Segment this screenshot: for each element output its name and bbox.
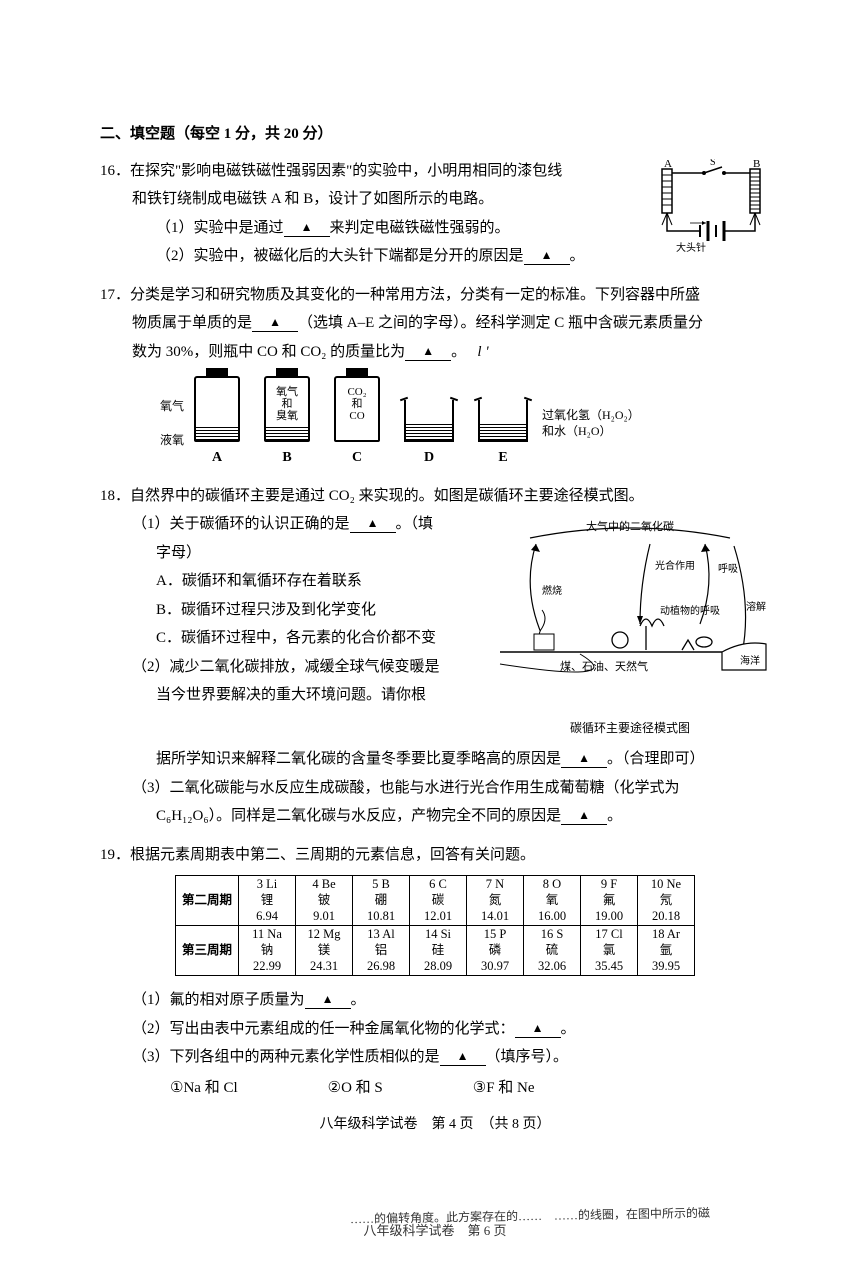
- svg-text:S: S: [710, 159, 716, 168]
- bleedthrough-text: ……的偏转角度。此方案存在的…… ……的线圈，在图中所示的磁: [350, 1202, 710, 1231]
- q19-3-b: （填序号）。: [486, 1049, 569, 1065]
- q16-number: 16．: [100, 163, 130, 179]
- q19-1-a: （1）氟的相对原子质量为: [132, 992, 305, 1008]
- q19-2-b: 。: [561, 1021, 576, 1037]
- bottle-A-letter: A: [194, 445, 240, 472]
- q19-2-a: （2）写出由表中元素组成的任一种金属氧化物的化学式：: [132, 1021, 515, 1037]
- q18-blank-3[interactable]: [561, 809, 607, 825]
- q19-blank-1[interactable]: [305, 993, 351, 1009]
- q16-1-b: 来判定电磁铁磁性强弱的。: [330, 220, 510, 236]
- beaker-E-side2: 和水（H₂O）: [542, 424, 640, 440]
- q16-blank-2[interactable]: [524, 249, 570, 265]
- periodic-table-excerpt: 第二周期 3 Li锂6.94 4 Be铍9.01 5 B硼10.81 6 C碳1…: [175, 875, 695, 976]
- q17-line2a: 物质属于单质的是: [132, 315, 252, 331]
- q17-bottles-figure: 氧气 液氧 A 氧气和臭氧 B CO₂和CO C: [160, 376, 770, 472]
- q17-blank-1[interactable]: [252, 316, 298, 332]
- beaker-E-side1: 过氧化氢（H₂O₂）: [542, 408, 640, 424]
- q17-line3a: 数为 30%，则瓶中 CO 和 CO₂ 的质量比为: [132, 344, 405, 360]
- q19-3-a: （3）下列各组中的两种元素化学性质相似的是: [132, 1049, 440, 1065]
- q18-number: 18．: [100, 488, 130, 504]
- q17-line2b: （选填 A–E 之间的字母）。经科学测定 C 瓶中含碳元素质量分: [298, 315, 703, 331]
- beaker-E-letter: E: [478, 445, 528, 472]
- svg-text:动植物的呼吸: 动植物的呼吸: [660, 604, 720, 617]
- beaker-D: [404, 400, 454, 442]
- svg-text:煤、石油、天然气: 煤、石油、天然气: [560, 659, 648, 673]
- q18-carbon-cycle-figure: 大气中的二氧化碳 燃烧 光合作用 呼吸 动植物的呼吸 溶解: [490, 514, 770, 739]
- q19-blank-3[interactable]: [440, 1050, 486, 1066]
- q16-circuit-figure: A B S 大头针: [650, 159, 780, 259]
- q17-blank-2[interactable]: [405, 345, 451, 361]
- q16-2-a: （2）实验中，被磁化后的大头针下端都是分开的原因是: [156, 248, 524, 264]
- q18-blank-2[interactable]: [561, 752, 607, 768]
- q18-1-a: （1）关于碳循环的认识正确的是: [132, 516, 350, 532]
- bottle-B-letter: B: [264, 445, 310, 472]
- question-19: 19．根据元素周期表中第二、三周期的元素信息，回答有关问题。 第二周期 3 Li…: [100, 841, 770, 1102]
- question-17: 17．分类是学习和研究物质及其变化的一种常用方法，分类有一定的标准。下列容器中所…: [100, 281, 770, 472]
- q18-3-l1: （3）二氧化碳能与水反应生成碳酸，也能与水进行光合作用生成葡萄糖（化学式为: [100, 774, 770, 803]
- q19-blank-2[interactable]: [515, 1022, 561, 1038]
- q19-opt-2: ②O 和 S: [328, 1074, 383, 1103]
- page-footer: 八年级科学试卷 第 4 页 （共 8 页）: [100, 1112, 770, 1139]
- svg-text:B: B: [753, 159, 760, 170]
- q19-1-b: 。: [351, 992, 366, 1008]
- q18-2-l3b: 。（合理即可）: [607, 751, 705, 767]
- q16-1-a: （1）实验中是通过: [156, 220, 284, 236]
- q19-options: ①Na 和 Cl ②O 和 S ③F 和 Ne: [100, 1074, 770, 1103]
- q19-number: 19．: [100, 847, 130, 863]
- q18-3-l2b: 。: [607, 808, 622, 824]
- beaker-D-letter: D: [404, 445, 454, 472]
- svg-text:溶解: 溶解: [746, 600, 766, 613]
- bottle-B: 氧气和臭氧: [264, 376, 310, 442]
- q19-opt-3: ③F 和 Ne: [473, 1074, 535, 1103]
- svg-text:海洋: 海洋: [740, 654, 760, 667]
- question-18: 18．自然界中的碳循环主要是通过 CO₂ 来实现的。如图是碳循环主要途径模式图。…: [100, 482, 770, 831]
- bottle-A-top-label: 氧气: [160, 399, 184, 415]
- bleedthrough-footer: ……的偏转角度。此方案存在的…… ……的线圈，在图中所示的磁 八年级科学试卷 第…: [100, 1219, 770, 1244]
- svg-text:燃烧: 燃烧: [542, 584, 562, 597]
- svg-text:大头针: 大头针: [676, 241, 706, 254]
- svg-text:大气中的二氧化碳: 大气中的二氧化碳: [586, 519, 674, 533]
- q16-intro-1: 在探究"影响电磁铁磁性强弱因素"的实验中，小明用相同的漆包线: [130, 163, 562, 179]
- q18-blank-1[interactable]: [350, 517, 396, 533]
- bottle-C-letter: C: [334, 445, 380, 472]
- q16-blank-1[interactable]: [284, 221, 330, 237]
- q19-intro: 根据元素周期表中第二、三周期的元素信息，回答有关问题。: [130, 847, 535, 863]
- q17-line3b: 。: [451, 344, 466, 360]
- section-title: 二、填空题（每空 1 分，共 20 分）: [100, 120, 770, 149]
- q18-3-l2a: C₆H₁₂O₆）。同样是二氧化碳与水反应，产物完全不同的原因是: [156, 808, 561, 824]
- beaker-E: [478, 400, 528, 442]
- q18-figure-caption: 碳循环主要途径模式图: [490, 717, 770, 740]
- bottle-C: CO₂和CO: [334, 376, 380, 442]
- q17-stray-mark: l ': [477, 344, 488, 360]
- q18-intro: 自然界中的碳循环主要是通过 CO₂ 来实现的。如图是碳循环主要途径模式图。: [130, 488, 644, 504]
- q17-line1: 分类是学习和研究物质及其变化的一种常用方法，分类有一定的标准。下列容器中所盛: [130, 287, 700, 303]
- svg-text:A: A: [664, 159, 672, 170]
- bottle-A: [194, 376, 240, 442]
- q17-number: 17．: [100, 287, 130, 303]
- question-16: A B S 大头针 16．在探究"影响电磁铁磁性强弱因素"的实验中，小明用相同的…: [100, 157, 770, 271]
- q18-1-b: 。（填: [396, 516, 434, 532]
- bottle-A-bottom-label: 液氧: [160, 433, 184, 449]
- q18-2-l3a: 据所学知识来解释二氧化碳的含量冬季要比夏季略高的原因是: [156, 751, 561, 767]
- svg-text:光合作用: 光合作用: [655, 559, 695, 572]
- q16-2-b: 。: [570, 248, 585, 264]
- svg-text:呼吸: 呼吸: [718, 563, 738, 575]
- q19-opt-1: ①Na 和 Cl: [170, 1074, 238, 1103]
